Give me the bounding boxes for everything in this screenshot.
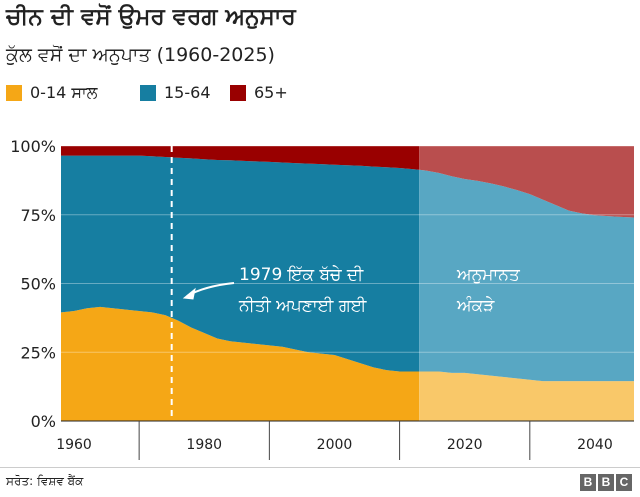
annotation-text: ਨੀਤੀ ਅਪਣਾਈ ਗਈ [238, 296, 368, 316]
area-65-plus-historical [61, 146, 420, 170]
chart-subtitle: ਕੁੱਲ ਵਸੋਂ ਦਾ ਅਨੁਪਾਤ (1960-2025) [6, 44, 275, 66]
y-tick-label: 100% [10, 137, 56, 156]
projection-label: ਅੰਕੜੇ [456, 296, 495, 316]
legend-label-15-64: 15-64 [164, 83, 211, 102]
area-15-64-projection [419, 169, 634, 382]
annotation-text: 1979 ਇੱਕ ਬੱਚੇ ਦੀ [239, 265, 364, 285]
projection-label: ਅਨੁਮਾਨਤ [456, 265, 521, 285]
bbc-logo-letter: B [598, 474, 614, 491]
legend-item-15-64: 15-64 [140, 83, 211, 102]
bbc-logo-letter: B [580, 474, 596, 491]
annotation-arrowhead [182, 287, 196, 300]
y-tick-label: 25% [20, 343, 56, 362]
legend-swatch-15-64 [140, 84, 156, 101]
area-0-14-historical [61, 306, 420, 421]
x-tick-label: 1960 [56, 437, 92, 453]
x-tick-label: 2000 [317, 437, 353, 453]
chart-legend: 0-14 ਸਾਲ 15-64 65+ [6, 83, 606, 105]
legend-swatch-65-plus [230, 84, 246, 101]
y-tick-label: 0% [31, 412, 56, 431]
legend-item-65-plus: 65+ [230, 83, 288, 102]
x-tick-label: 2020 [447, 437, 483, 453]
source-note: ਸਰੋਤ: ਵਿਸ਼ਵ ਬੈਂਕ [6, 474, 84, 488]
x-tick-label: 1980 [186, 437, 222, 453]
bbc-logo-letter: C [616, 474, 632, 491]
chart-title: ਚੀਨ ਦੀ ਵਸੋਂ ਉਮਰ ਵਰਗ ਅਨੁਸਾਰ [6, 4, 296, 30]
legend-label-65-plus: 65+ [254, 83, 288, 102]
area-15-64-historical [61, 155, 420, 372]
legend-item-0-14: 0-14 ਸਾਲ [6, 83, 97, 103]
bbc-logo: B B C [580, 474, 632, 491]
legend-label-0-14: 0-14 ਸਾਲ [30, 83, 98, 102]
y-tick-label: 50% [20, 275, 56, 294]
footer-divider [0, 467, 640, 468]
area-0-14-projection [419, 371, 634, 421]
y-tick-label: 75% [20, 206, 56, 225]
legend-swatch-0-14 [6, 85, 22, 101]
area-65-plus-projection [419, 146, 634, 218]
x-tick-label: 2040 [577, 437, 613, 453]
